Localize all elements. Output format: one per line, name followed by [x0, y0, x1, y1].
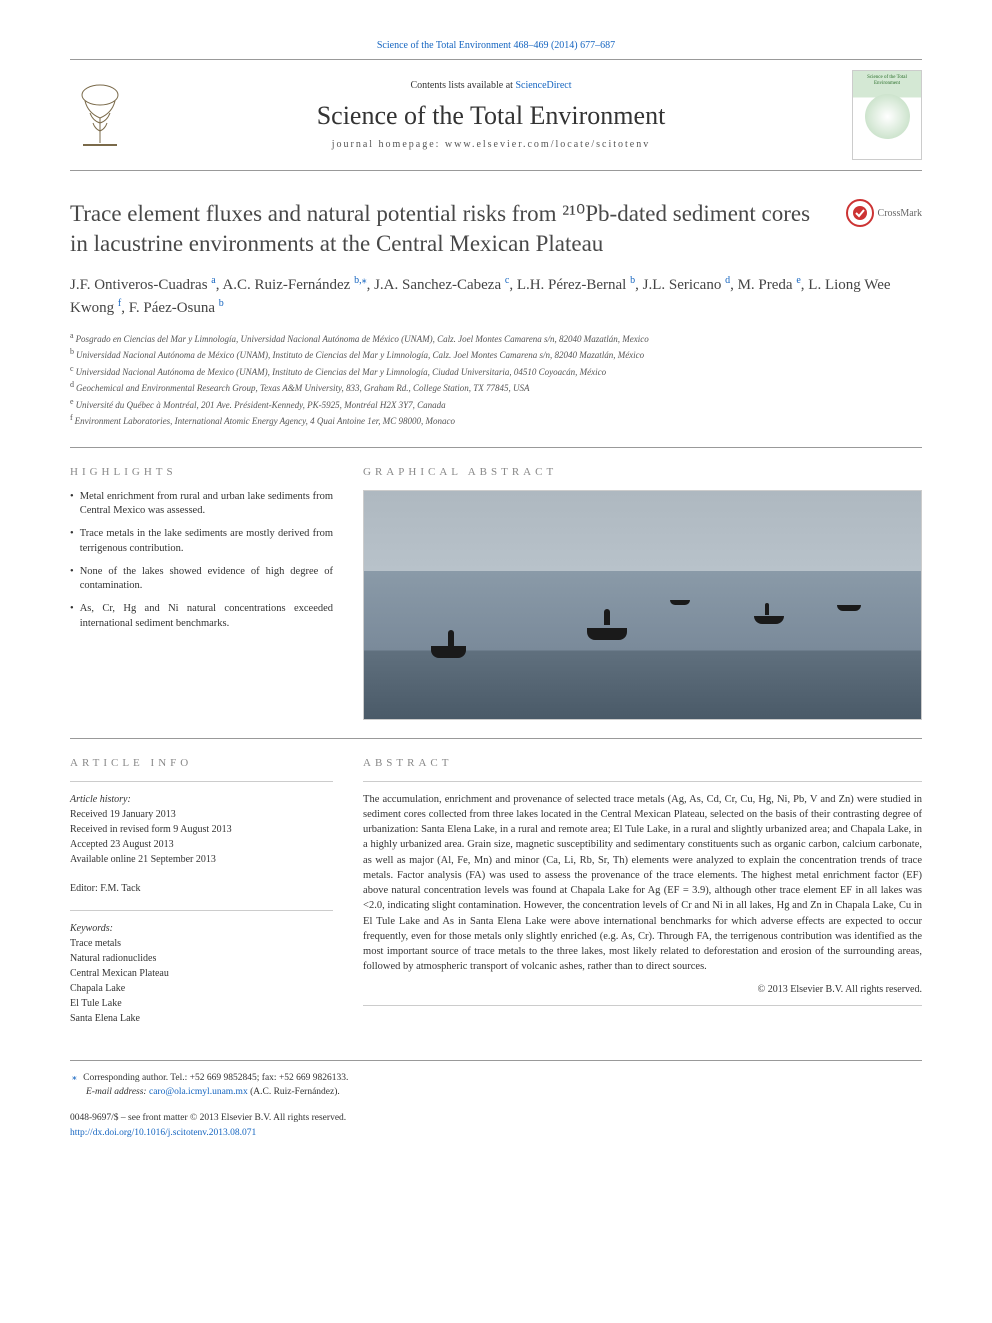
- abstract-heading: ABSTRACT: [363, 757, 922, 769]
- highlight-item: Metal enrichment from rural and urban la…: [70, 490, 333, 519]
- journal-header: Contents lists available at ScienceDirec…: [70, 59, 922, 171]
- crossmark-badge[interactable]: CrossMark: [846, 199, 922, 227]
- elsevier-logo-icon: [70, 80, 130, 150]
- graphical-abstract-heading: GRAPHICAL ABSTRACT: [363, 466, 922, 478]
- highlight-item: As, Cr, Hg and Ni natural concentrations…: [70, 602, 333, 631]
- issn-line: 0048-9697/$ – see front matter © 2013 El…: [70, 1111, 922, 1125]
- highlights-heading: HIGHLIGHTS: [70, 466, 333, 478]
- article-title: Trace element fluxes and natural potenti…: [70, 199, 826, 259]
- journal-homepage: journal homepage: www.elsevier.com/locat…: [130, 139, 852, 150]
- author-list: J.F. Ontiveros-Cuadras a, A.C. Ruiz-Fern…: [70, 273, 922, 320]
- highlights-list: Metal enrichment from rural and urban la…: [70, 490, 333, 632]
- journal-citation-link[interactable]: Science of the Total Environment 468–469…: [70, 40, 922, 51]
- email-link[interactable]: caro@ola.icmyl.unam.mx: [149, 1087, 248, 1097]
- keywords: Keywords: Trace metals Natural radionucl…: [70, 921, 333, 1026]
- journal-name: Science of the Total Environment: [130, 101, 852, 131]
- sciencedirect-link[interactable]: ScienceDirect: [515, 80, 571, 91]
- footer: Corresponding author. Tel.: +52 669 9852…: [70, 1060, 922, 1140]
- crossmark-label: CrossMark: [878, 208, 922, 219]
- doi-link[interactable]: http://dx.doi.org/10.1016/j.scitotenv.20…: [70, 1128, 256, 1138]
- editor-line: Editor: F.M. Tack: [70, 881, 333, 896]
- corresponding-author: Corresponding author. Tel.: +52 669 9852…: [70, 1071, 922, 1100]
- journal-cover-thumbnail: Science of the Total Environment: [852, 70, 922, 160]
- affiliations: aPosgrado en Ciencias del Mar y Limnolog…: [70, 330, 922, 429]
- article-info-heading: ARTICLE INFO: [70, 757, 333, 769]
- contents-list-line: Contents lists available at ScienceDirec…: [130, 80, 852, 91]
- graphical-abstract-image: [363, 490, 922, 720]
- highlight-item: Trace metals in the lake sediments are m…: [70, 527, 333, 556]
- abstract-copyright: © 2013 Elsevier B.V. All rights reserved…: [363, 984, 922, 995]
- highlight-item: None of the lakes showed evidence of hig…: [70, 565, 333, 594]
- crossmark-icon: [846, 199, 874, 227]
- article-history: Article history: Received 19 January 201…: [70, 792, 333, 867]
- abstract-text: The accumulation, enrichment and provena…: [363, 792, 922, 975]
